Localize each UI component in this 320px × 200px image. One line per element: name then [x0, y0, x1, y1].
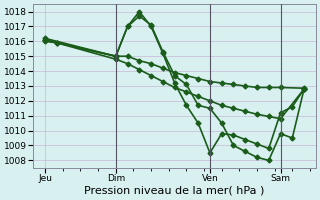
X-axis label: Pression niveau de la mer( hPa ): Pression niveau de la mer( hPa ): [84, 186, 265, 196]
